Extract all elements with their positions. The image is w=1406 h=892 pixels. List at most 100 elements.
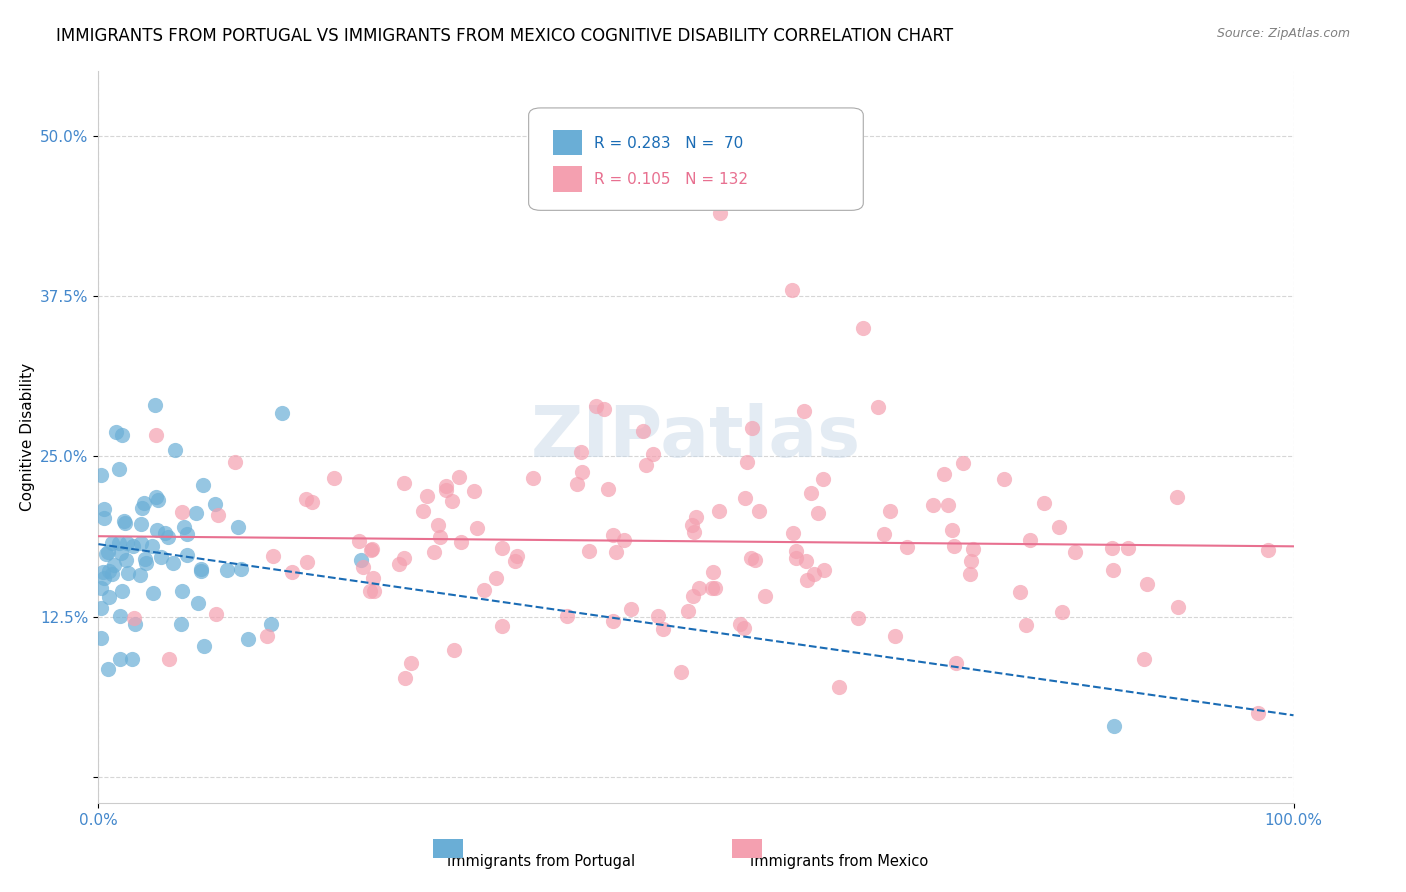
Point <box>226 519 249 533</box>
Point <box>93 565 115 579</box>
Point <box>297 555 319 569</box>
Point <box>150 549 173 564</box>
Point <box>702 565 724 579</box>
Point <box>170 505 193 519</box>
Point <box>785 551 807 566</box>
Point <box>796 573 818 587</box>
Point <box>134 551 156 566</box>
Point <box>465 521 488 535</box>
Point <box>207 508 229 522</box>
Point <box>941 523 963 537</box>
Point <box>90 600 112 615</box>
Point <box>651 622 673 636</box>
Point <box>262 549 284 564</box>
Point <box>155 525 177 540</box>
Point <box>135 556 157 570</box>
Point <box>571 444 593 458</box>
Point <box>148 493 170 508</box>
Point <box>1101 541 1123 555</box>
Point <box>450 534 472 549</box>
Point <box>740 551 762 566</box>
Text: IMMIGRANTS FROM PORTUGAL VS IMMIGRANTS FROM MEXICO COGNITIVE DISABILITY CORRELAT: IMMIGRANTS FROM PORTUGAL VS IMMIGRANTS F… <box>56 27 953 45</box>
Point <box>709 205 731 219</box>
Point <box>522 470 544 484</box>
Point <box>1116 541 1139 555</box>
Point <box>728 617 751 632</box>
Point <box>350 552 373 566</box>
Point <box>360 543 382 558</box>
Point <box>1008 585 1031 599</box>
Point <box>780 283 803 297</box>
Point <box>114 516 136 531</box>
Point <box>602 615 624 629</box>
Point <box>121 652 143 666</box>
Point <box>187 596 209 610</box>
Point <box>173 520 195 534</box>
FancyBboxPatch shape <box>553 130 582 155</box>
Point <box>110 546 132 560</box>
Point <box>141 539 163 553</box>
Point <box>704 581 727 595</box>
Point <box>93 510 115 524</box>
Point <box>295 491 318 506</box>
Point <box>108 462 131 476</box>
Text: R = 0.105   N = 132: R = 0.105 N = 132 <box>595 172 748 187</box>
Text: Immigrants from Portugal: Immigrants from Portugal <box>447 854 634 869</box>
Point <box>93 502 115 516</box>
Point <box>112 515 135 529</box>
Point <box>100 567 122 582</box>
Point <box>1102 563 1125 577</box>
Point <box>505 554 527 568</box>
Point <box>131 516 153 531</box>
Point <box>301 494 323 508</box>
Point <box>94 547 117 561</box>
Point <box>231 562 253 576</box>
Point <box>392 550 415 565</box>
Point <box>100 536 122 550</box>
Point <box>443 643 465 657</box>
Point <box>813 563 835 577</box>
Point <box>157 652 180 666</box>
Point <box>685 510 707 524</box>
Point <box>1136 576 1159 591</box>
Point <box>361 542 384 557</box>
Point <box>593 402 616 417</box>
Point <box>176 527 198 541</box>
Point <box>440 494 463 508</box>
Point <box>190 564 212 578</box>
Point <box>392 475 415 490</box>
Point <box>388 557 411 571</box>
Point <box>1167 599 1189 614</box>
Point <box>807 506 830 520</box>
Point <box>959 554 981 568</box>
Point <box>1049 520 1071 534</box>
Point <box>111 427 134 442</box>
Point <box>434 479 457 493</box>
Point <box>959 567 981 582</box>
Point <box>145 428 167 442</box>
Point <box>117 566 139 581</box>
Point <box>163 442 186 457</box>
Point <box>352 559 374 574</box>
Point <box>349 534 371 549</box>
Point <box>363 584 385 599</box>
Point <box>422 545 444 559</box>
Point <box>585 399 607 413</box>
Point <box>172 584 194 599</box>
Point <box>190 562 212 576</box>
Text: ZIPatlas: ZIPatlas <box>531 402 860 472</box>
Point <box>643 447 665 461</box>
Point <box>122 611 145 625</box>
Point <box>794 554 817 568</box>
Point <box>873 527 896 541</box>
Point <box>186 506 208 520</box>
Point <box>193 640 215 654</box>
Point <box>800 486 823 500</box>
Point <box>1050 606 1073 620</box>
Point <box>952 456 974 470</box>
Point <box>491 619 513 633</box>
Point <box>260 616 283 631</box>
Point <box>744 552 766 566</box>
Point <box>555 608 578 623</box>
Point <box>734 491 756 505</box>
